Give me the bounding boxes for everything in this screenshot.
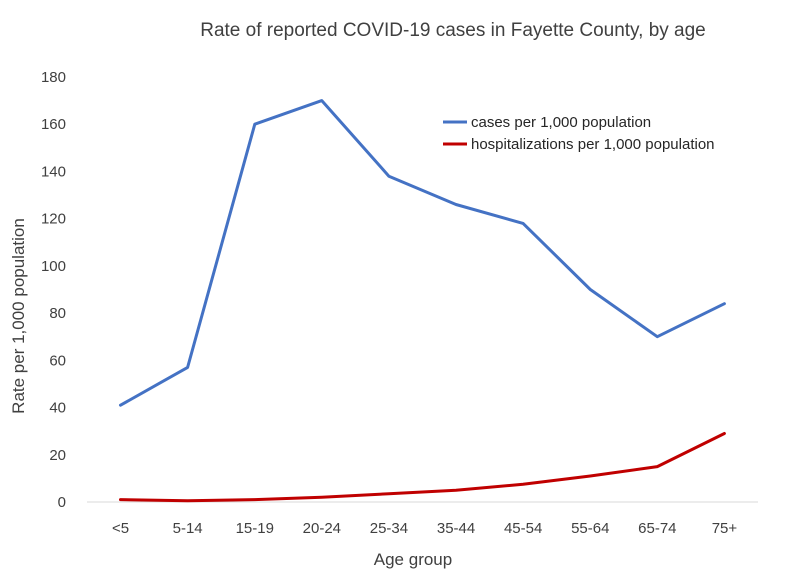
legend-label: hospitalizations per 1,000 population — [471, 136, 715, 153]
chart-title: Rate of reported COVID-19 cases in Fayet… — [200, 20, 706, 41]
y-tick-label: 140 — [41, 163, 66, 180]
y-tick-label: 80 — [49, 305, 66, 322]
x-tick-label: 5-14 — [173, 520, 203, 537]
y-axis-ticks: 0 20 40 60 80 100 120 140 160 180 — [41, 69, 66, 511]
x-tick-label: 35-44 — [437, 520, 475, 537]
x-tick-label: 20-24 — [303, 520, 341, 537]
x-tick-label: 75+ — [712, 520, 738, 537]
y-tick-label: 120 — [41, 211, 66, 228]
y-tick-label: 0 — [58, 494, 66, 511]
x-axis: <5 5-14 15-19 20-24 25-34 35-44 45-54 55-64 65-7… — [87, 501, 758, 537]
y-tick-label: 20 — [49, 447, 66, 464]
legend-label: cases per 1,000 population — [471, 114, 651, 131]
series-line-cases — [119, 99, 726, 407]
x-tick-label: 15-19 — [236, 520, 274, 537]
x-tick-label: <5 — [112, 520, 129, 537]
y-axis-label: Rate per 1,000 population — [9, 218, 28, 414]
x-tick-label: 65-74 — [638, 520, 676, 537]
x-tick-label: 25-34 — [370, 520, 408, 537]
series-line-hospitalizations — [119, 432, 726, 503]
y-tick-label: 160 — [41, 116, 66, 133]
y-tick-label: 40 — [49, 400, 66, 417]
legend: cases per 1,000 population hospitalizatio… — [443, 114, 715, 153]
series-layer — [119, 99, 726, 503]
x-tick-label: 45-54 — [504, 520, 542, 537]
y-tick-label: 100 — [41, 258, 66, 275]
x-axis-label: Age group — [374, 550, 452, 569]
y-tick-label: 60 — [49, 352, 66, 369]
y-tick-label: 180 — [41, 69, 66, 86]
x-tick-label: 55-64 — [571, 520, 609, 537]
